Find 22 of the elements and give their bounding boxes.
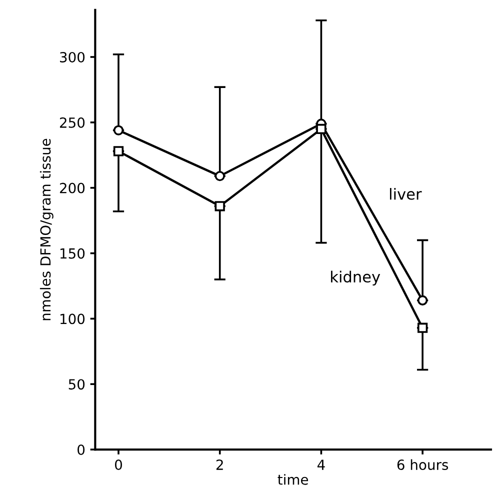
y-tick-label: 200 <box>60 182 85 194</box>
point <box>214 170 225 182</box>
y-tick-label: 300 <box>60 52 85 62</box>
x-tick-label: 6 hours <box>397 459 448 470</box>
y-tick-label: 150 <box>60 248 85 259</box>
series-label: liver <box>390 188 422 200</box>
y-axis-title: nmoles DFMO/gram tissue <box>40 138 54 320</box>
point <box>214 201 225 212</box>
point <box>316 124 326 134</box>
y-tick-label: 0 <box>78 444 85 456</box>
x-tick-label: 2 <box>216 460 223 470</box>
point <box>417 295 428 306</box>
point <box>113 146 124 156</box>
x-tick-label: 4 <box>317 460 325 470</box>
x-axis-title: time <box>278 474 308 485</box>
x-tick-label: 0 <box>115 460 122 470</box>
point <box>417 322 428 333</box>
series-label: kidney <box>331 270 380 286</box>
point <box>113 125 124 136</box>
y-tick-label: 100 <box>60 314 85 324</box>
y-tick-label: 250 <box>60 117 85 128</box>
y-tick-label: 50 <box>68 379 85 390</box>
